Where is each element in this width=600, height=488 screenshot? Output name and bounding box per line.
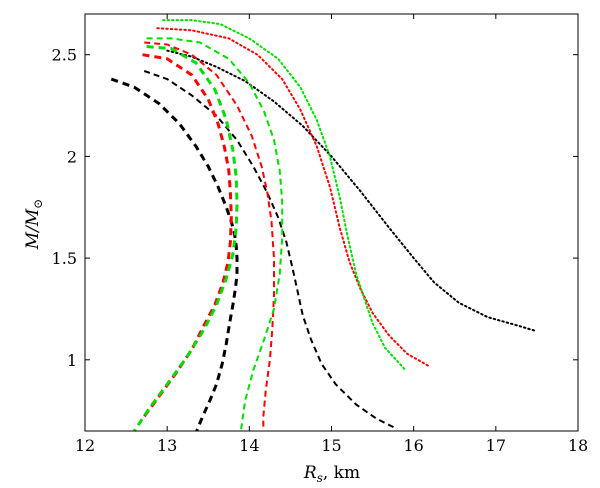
x-tick-label: 13	[157, 436, 177, 455]
tick-labels-layer: 12 13 14 15 16 17 18 1 1.5 2 2.5	[52, 46, 589, 455]
series-line-red-dotted	[156, 27, 430, 367]
x-axis-label: Rs, km	[303, 463, 360, 485]
x-tick-label: 14	[239, 436, 259, 455]
x-tick-label: 15	[321, 436, 341, 455]
series-line-green-dashed-thick	[133, 45, 239, 432]
series-line-green-dashed-thin	[146, 37, 284, 430]
series-line-black-dashed-thick	[110, 77, 239, 432]
series-line-red-dashed-thin	[144, 41, 275, 431]
y-tick-label: 2	[67, 147, 77, 166]
series-line-black-dotted	[166, 49, 538, 333]
series-line-green-dotted	[162, 19, 407, 371]
x-tick-label: 12	[75, 436, 95, 455]
series-layer	[110, 19, 538, 432]
series-line-black-dashed-thin	[143, 70, 398, 430]
y-tick-label: 2.5	[52, 46, 77, 65]
x-tick-label: 16	[403, 436, 423, 455]
series-line-red-dashed-thick	[141, 53, 233, 420]
x-tick-label: 17	[486, 436, 506, 455]
y-tick-label: 1	[67, 351, 77, 370]
ticks-layer	[84, 14, 579, 431]
y-axis-label: M/M⊙	[23, 199, 45, 251]
y-tick-label: 1.5	[52, 249, 77, 268]
x-tick-label: 18	[568, 436, 588, 455]
